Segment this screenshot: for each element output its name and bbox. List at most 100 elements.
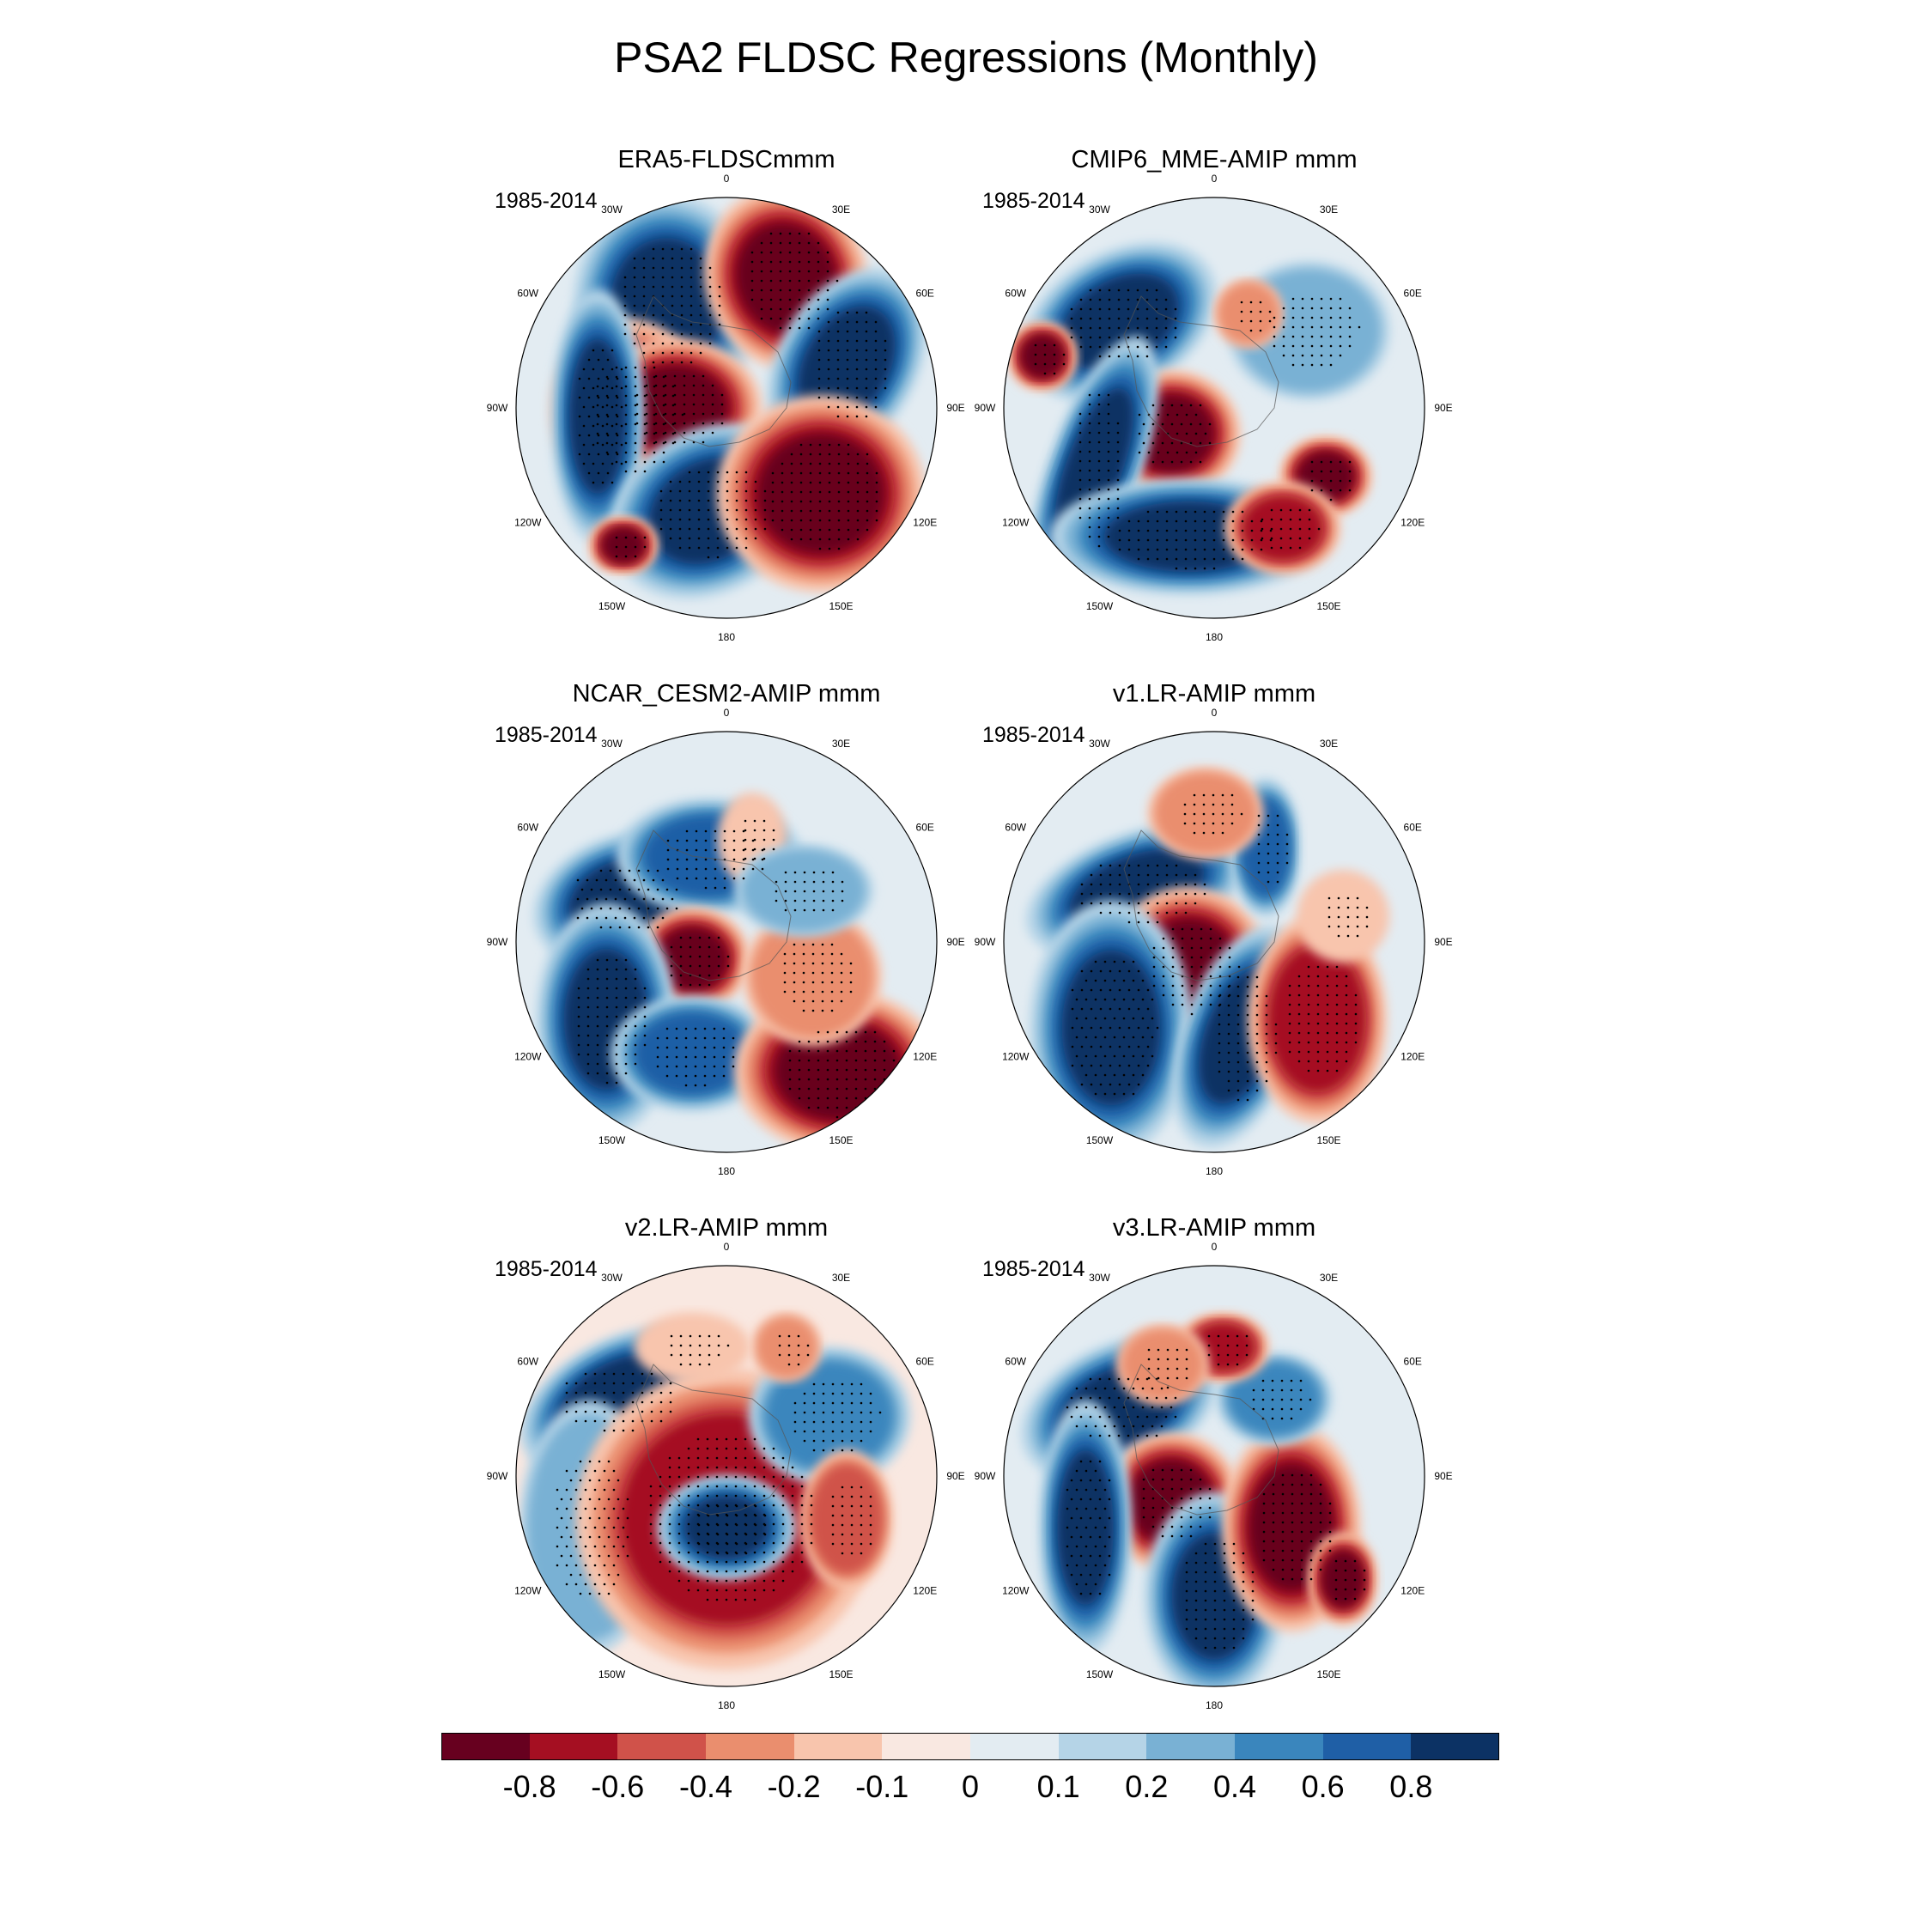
longitude-label: 90W	[487, 402, 508, 414]
longitude-label: 60W	[517, 288, 538, 300]
colorbar-tick-label: -0.2	[767, 1769, 821, 1804]
colorbar-tick-label: 0.6	[1301, 1769, 1345, 1804]
period-label: 1985-2014	[982, 1257, 1085, 1281]
polar-map: 0 30E 60E 90E 120E 150E 180 150W 120W 90W 60W 30W	[487, 1241, 965, 1711]
longitude-label: 0	[724, 1241, 730, 1253]
longitude-label: 90W	[975, 936, 996, 948]
colorbar-tick-label: 0.2	[1125, 1769, 1169, 1804]
map-border	[1003, 1265, 1425, 1687]
colorbar-box	[970, 1733, 1060, 1760]
longitude-label: 30E	[1320, 1272, 1338, 1284]
longitude-label: 30E	[832, 204, 850, 216]
map-panel-ncar-cesm2: NCAR_CESM2-AMIP mmm 1985-2014 0 30E 60E 90E…	[477, 680, 975, 1178]
longitude-label: 30W	[601, 1272, 623, 1284]
longitude-label: 90E	[946, 402, 964, 414]
colorbar-box	[1411, 1733, 1500, 1760]
period-label: 1985-2014	[495, 723, 598, 747]
panel-title: v1.LR-AMIP mmm	[1112, 680, 1316, 708]
significance-stippling	[556, 1334, 882, 1601]
map-border	[515, 1265, 938, 1687]
longitude-label: 150E	[829, 1668, 853, 1680]
significance-stippling	[1066, 1334, 1366, 1649]
longitude-label: 60W	[1005, 822, 1026, 834]
longitude-label: 60W	[517, 822, 538, 834]
longitude-label: 90E	[1434, 1470, 1452, 1482]
colorbar-box	[1235, 1733, 1324, 1760]
map-panel-v3-lr: v3.LR-AMIP mmm 1985-2014 0 30E 60E 90E 120E 1…	[965, 1214, 1463, 1712]
longitude-label: 60E	[916, 1356, 934, 1368]
colorbar-tick-label: -0.4	[678, 1769, 733, 1804]
longitude-label: 120W	[514, 1051, 542, 1063]
longitude-label: 90E	[946, 936, 964, 948]
polar-map: 0 30E 60E 90E 120E 150E 180 150W 120W 90W 60W 30W	[487, 707, 965, 1177]
panel-title: v2.LR-AMIP mmm	[624, 1214, 829, 1242]
map-border	[515, 731, 938, 1153]
longitude-label: 30W	[601, 738, 623, 750]
longitude-label: 30E	[832, 1272, 850, 1284]
shaded-field	[1004, 732, 1425, 1152]
colorbar-tick-label: -0.8	[502, 1769, 556, 1804]
longitude-label: 30E	[1320, 204, 1338, 216]
longitude-label: 120W	[514, 1585, 542, 1597]
colorbar-box	[882, 1733, 971, 1760]
colorbar-box	[441, 1733, 531, 1760]
colorbar-box	[529, 1733, 618, 1760]
longitude-label: 30W	[1089, 1272, 1110, 1284]
antarctica-coastline	[1123, 295, 1279, 447]
significance-stippling	[1034, 289, 1361, 570]
longitude-label: 60E	[916, 822, 934, 834]
longitude-label: 120E	[1400, 1051, 1425, 1063]
shaded-field	[516, 732, 937, 1152]
period-label: 1985-2014	[982, 189, 1085, 213]
longitude-label: 150W	[1086, 1134, 1114, 1146]
period-label: 1985-2014	[982, 723, 1085, 747]
colorbar-box	[1146, 1733, 1236, 1760]
shaded-field	[516, 1266, 937, 1686]
longitude-label: 90W	[975, 1470, 996, 1482]
longitude-label: 0	[724, 173, 730, 185]
colorbar-tick-label: 0	[961, 1769, 980, 1804]
longitude-label: 150W	[598, 1668, 626, 1680]
longitude-label: 150E	[829, 600, 853, 612]
colorbar-tick-label: 0.1	[1036, 1769, 1080, 1804]
significance-stippling	[576, 819, 896, 1119]
map-panel-v1-lr: v1.LR-AMIP mmm 1985-2014 0 30E 60E 90E 120E 1…	[965, 680, 1463, 1178]
figure-title: PSA2 FLDSC Regressions (Monthly)	[614, 33, 1318, 82]
longitude-label: 150W	[598, 600, 626, 612]
longitude-label: 60W	[517, 1356, 538, 1368]
panel-title: CMIP6_MME-AMIP mmm	[1071, 146, 1358, 173]
longitude-label: 180	[1206, 1699, 1223, 1711]
longitude-label: 30W	[1089, 738, 1110, 750]
longitude-label: 90W	[975, 402, 996, 414]
longitude-label: 150E	[1316, 1134, 1340, 1146]
longitude-label: 180	[718, 631, 735, 643]
map-border	[1003, 197, 1425, 619]
panel-title: ERA5-FLDSCmmm	[617, 146, 835, 173]
longitude-label: 90W	[487, 1470, 508, 1482]
longitude-label: 90E	[1434, 402, 1452, 414]
longitude-label: 60E	[1404, 288, 1422, 300]
antarctica-coastline	[635, 295, 792, 447]
longitude-label: 150E	[829, 1134, 853, 1146]
longitude-label: 60W	[1005, 288, 1026, 300]
longitude-label: 150W	[598, 1134, 626, 1146]
colorbar-box	[1322, 1733, 1412, 1760]
colorbar-box	[617, 1733, 707, 1760]
map-border	[1003, 731, 1425, 1153]
colorbar-box	[1058, 1733, 1147, 1760]
longitude-label: 60E	[1404, 1356, 1422, 1368]
polar-map: 0 30E 60E 90E 120E 150E 180 150W 120W 90W 60W 30W	[487, 173, 965, 643]
colorbar-box	[793, 1733, 883, 1760]
longitude-label: 180	[1206, 631, 1223, 643]
longitude-label: 30E	[832, 738, 850, 750]
longitude-label: 120W	[514, 517, 542, 529]
significance-stippling	[1071, 793, 1369, 1102]
longitude-label: 180	[718, 1699, 735, 1711]
longitude-label: 120W	[1002, 1051, 1030, 1063]
panel-title: NCAR_CESM2-AMIP mmm	[572, 680, 881, 708]
colorbar	[441, 1733, 1500, 1760]
polar-map: 0 30E 60E 90E 120E 150E 180 150W 120W 90W 60W 30W	[975, 173, 1453, 643]
longitude-label: 0	[1212, 173, 1218, 185]
longitude-label: 60E	[916, 288, 934, 300]
longitude-label: 120E	[913, 1585, 937, 1597]
